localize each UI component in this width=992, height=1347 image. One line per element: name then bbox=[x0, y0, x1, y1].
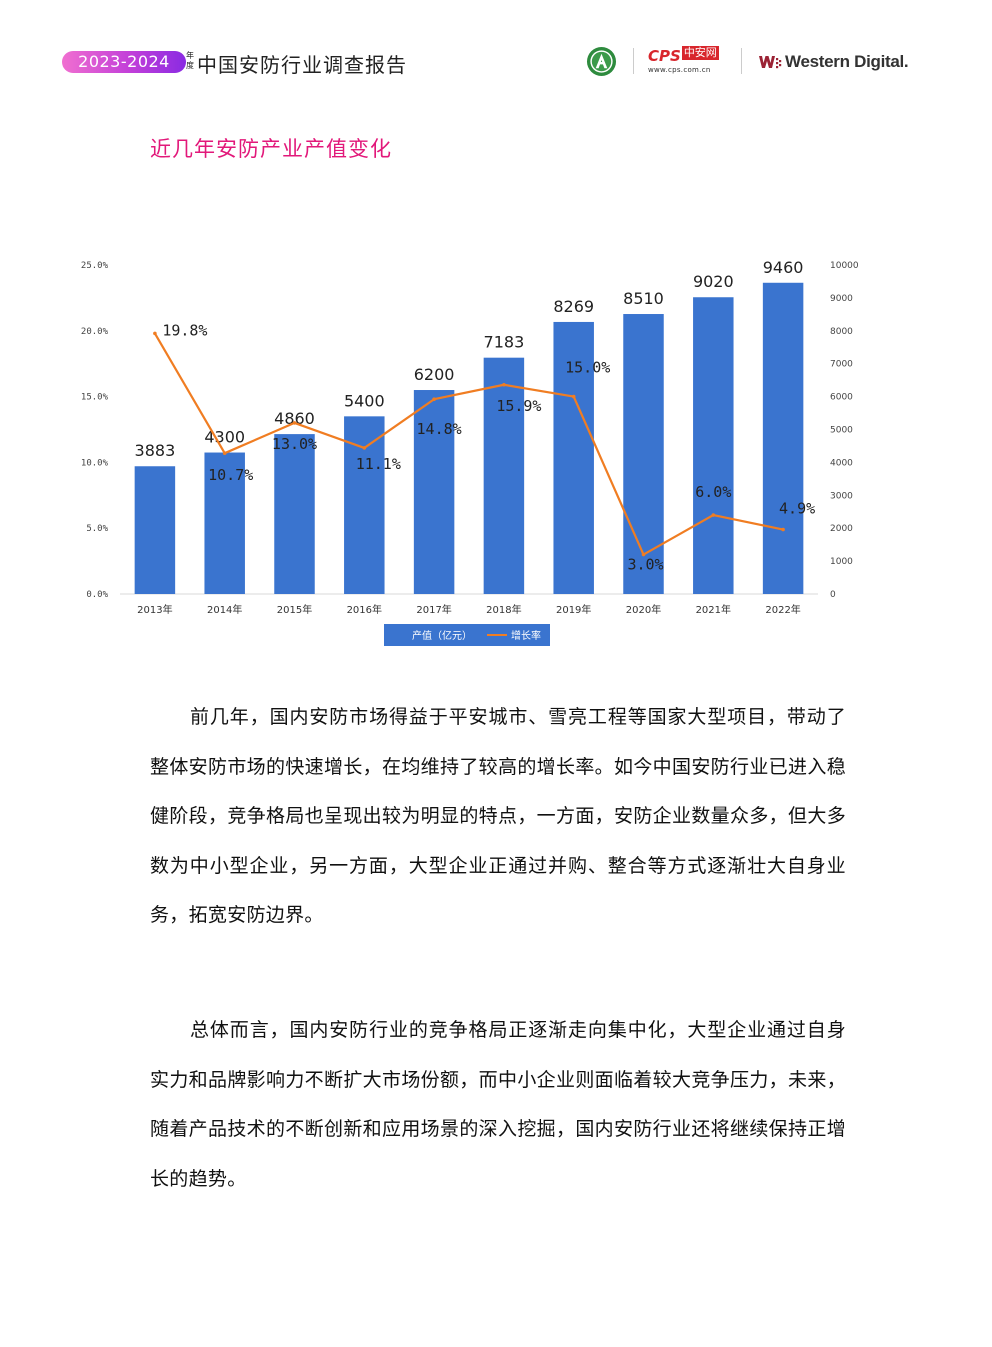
left-tick-label: 0.0% bbox=[86, 590, 108, 600]
western-digital-logo: Western Digital. bbox=[758, 50, 909, 74]
legend-bar-label: 产值（亿元） bbox=[412, 629, 472, 642]
growth-rate-point bbox=[432, 397, 436, 402]
legend-line-label: 增长率 bbox=[511, 629, 541, 642]
x-tick-label: 2019年 bbox=[556, 603, 591, 616]
header-divider bbox=[741, 48, 742, 74]
association-seal-logo bbox=[586, 46, 617, 77]
year-note: 年度 bbox=[186, 51, 194, 70]
growth-rate-label: 11.1% bbox=[356, 455, 401, 473]
left-tick-label: 20.0% bbox=[81, 327, 109, 337]
growth-rate-point bbox=[641, 552, 646, 557]
bar bbox=[693, 297, 734, 594]
cps-brand: CPS bbox=[648, 47, 681, 65]
bar bbox=[553, 321, 594, 594]
right-tick-label: 7000 bbox=[830, 360, 853, 370]
bar bbox=[204, 452, 245, 594]
section-title: 近几年安防产业产值变化 bbox=[150, 137, 392, 161]
right-tick-label: 10000 bbox=[830, 261, 859, 271]
right-tick-label: 1000 bbox=[830, 557, 853, 567]
bar-value-label: 8510 bbox=[623, 289, 664, 308]
bar bbox=[344, 416, 385, 594]
x-tick-label: 2015年 bbox=[277, 603, 312, 616]
legend-box bbox=[384, 624, 550, 646]
growth-rate-point bbox=[711, 513, 716, 517]
bar-value-label: 7183 bbox=[484, 333, 525, 352]
x-tick-label: 2016年 bbox=[347, 603, 382, 616]
growth-rate-point bbox=[153, 331, 157, 336]
x-tick-label: 2021年 bbox=[696, 603, 731, 616]
x-tick-label: 2020年 bbox=[626, 603, 661, 616]
right-tick-label: 3000 bbox=[830, 491, 853, 501]
left-tick-label: 25.0% bbox=[81, 261, 109, 271]
bar bbox=[483, 357, 525, 594]
growth-rate-point bbox=[292, 421, 297, 425]
growth-rate-point bbox=[362, 446, 367, 450]
page-header: 2023-2024 年度 中国安防行业调查报告 CPS 中安网 www.cps.c… bbox=[0, 38, 992, 86]
growth-rate-label: 4.9% bbox=[779, 500, 815, 518]
year-badge: 2023-2024 bbox=[62, 51, 186, 73]
wd-mark-icon bbox=[759, 56, 782, 69]
left-tick-label: 15.0% bbox=[81, 393, 109, 403]
right-tick-label: 0 bbox=[830, 590, 836, 600]
left-tick-label: 10.0% bbox=[81, 458, 109, 468]
growth-rate-label: 15.0% bbox=[565, 359, 610, 377]
bar bbox=[762, 282, 804, 594]
right-tick-label: 2000 bbox=[830, 524, 853, 534]
growth-rate-label: 13.0% bbox=[272, 435, 317, 453]
output-value-chart: 0.0% 5.0% 10.0% 15.0% 20.0% 25.0% 0 1000 2000 300… bbox=[60, 248, 880, 658]
cps-logo: CPS 中安网 www.cps.com.cn bbox=[648, 46, 730, 76]
right-tick-label: 5000 bbox=[830, 426, 853, 436]
bar-value-label: 4300 bbox=[204, 428, 245, 447]
bar-value-label: 8269 bbox=[553, 297, 594, 316]
x-tick-label: 2017年 bbox=[416, 603, 451, 616]
report-title: 中国安防行业调查报告 bbox=[197, 53, 407, 77]
x-tick-label: 2013年 bbox=[137, 603, 172, 616]
bar-value-label: 9020 bbox=[693, 272, 734, 291]
bar-value-label: 6200 bbox=[414, 365, 455, 384]
cps-cn-brand: 中安网 bbox=[681, 46, 719, 60]
wd-brand: Western Digital. bbox=[785, 52, 909, 71]
growth-rate-label: 14.8% bbox=[417, 420, 462, 438]
bar-value-label: 4860 bbox=[274, 409, 315, 428]
growth-rate-label: 6.0% bbox=[695, 483, 731, 501]
growth-rate-label: 19.8% bbox=[162, 321, 207, 339]
right-tick-label: 4000 bbox=[830, 458, 853, 468]
growth-rate-line bbox=[153, 332, 784, 556]
x-tick-label: 2022年 bbox=[765, 603, 800, 616]
right-tick-label: 8000 bbox=[830, 327, 853, 337]
x-tick-label: 2018年 bbox=[486, 603, 521, 616]
cps-url: www.cps.com.cn bbox=[648, 66, 711, 74]
bar bbox=[274, 434, 315, 594]
x-tick-label: 2014年 bbox=[207, 603, 242, 616]
bar bbox=[134, 466, 176, 594]
growth-rate-point bbox=[222, 451, 227, 455]
growth-rate-point bbox=[571, 394, 576, 399]
left-tick-label: 5.0% bbox=[86, 524, 108, 534]
bar bbox=[413, 390, 455, 594]
growth-rate-point bbox=[781, 527, 785, 532]
header-divider bbox=[633, 48, 634, 74]
growth-rate-label: 15.9% bbox=[496, 397, 541, 415]
paragraph-2: 总体而言，国内安防行业的竞争格局正逐渐走向集中化，大型企业通过自身实力和品牌影响… bbox=[150, 1019, 846, 1190]
bar-value-label: 9460 bbox=[763, 258, 804, 277]
bar-value-label: 5400 bbox=[344, 391, 385, 410]
growth-rate-point bbox=[502, 382, 506, 387]
right-tick-label: 6000 bbox=[830, 393, 853, 403]
paragraph-1: 前几年，国内安防市场得益于平安城市、雪亮工程等国家大型项目，带动了整体安防市场的… bbox=[150, 706, 846, 926]
bar-value-label: 3883 bbox=[135, 441, 176, 460]
chart-svg: 0.0% 5.0% 10.0% 15.0% 20.0% 25.0% 0 1000 2000 300… bbox=[81, 258, 859, 646]
right-tick-label: 9000 bbox=[830, 294, 853, 304]
growth-rate-label: 10.7% bbox=[208, 466, 253, 484]
growth-rate-label: 3.0% bbox=[627, 556, 663, 574]
